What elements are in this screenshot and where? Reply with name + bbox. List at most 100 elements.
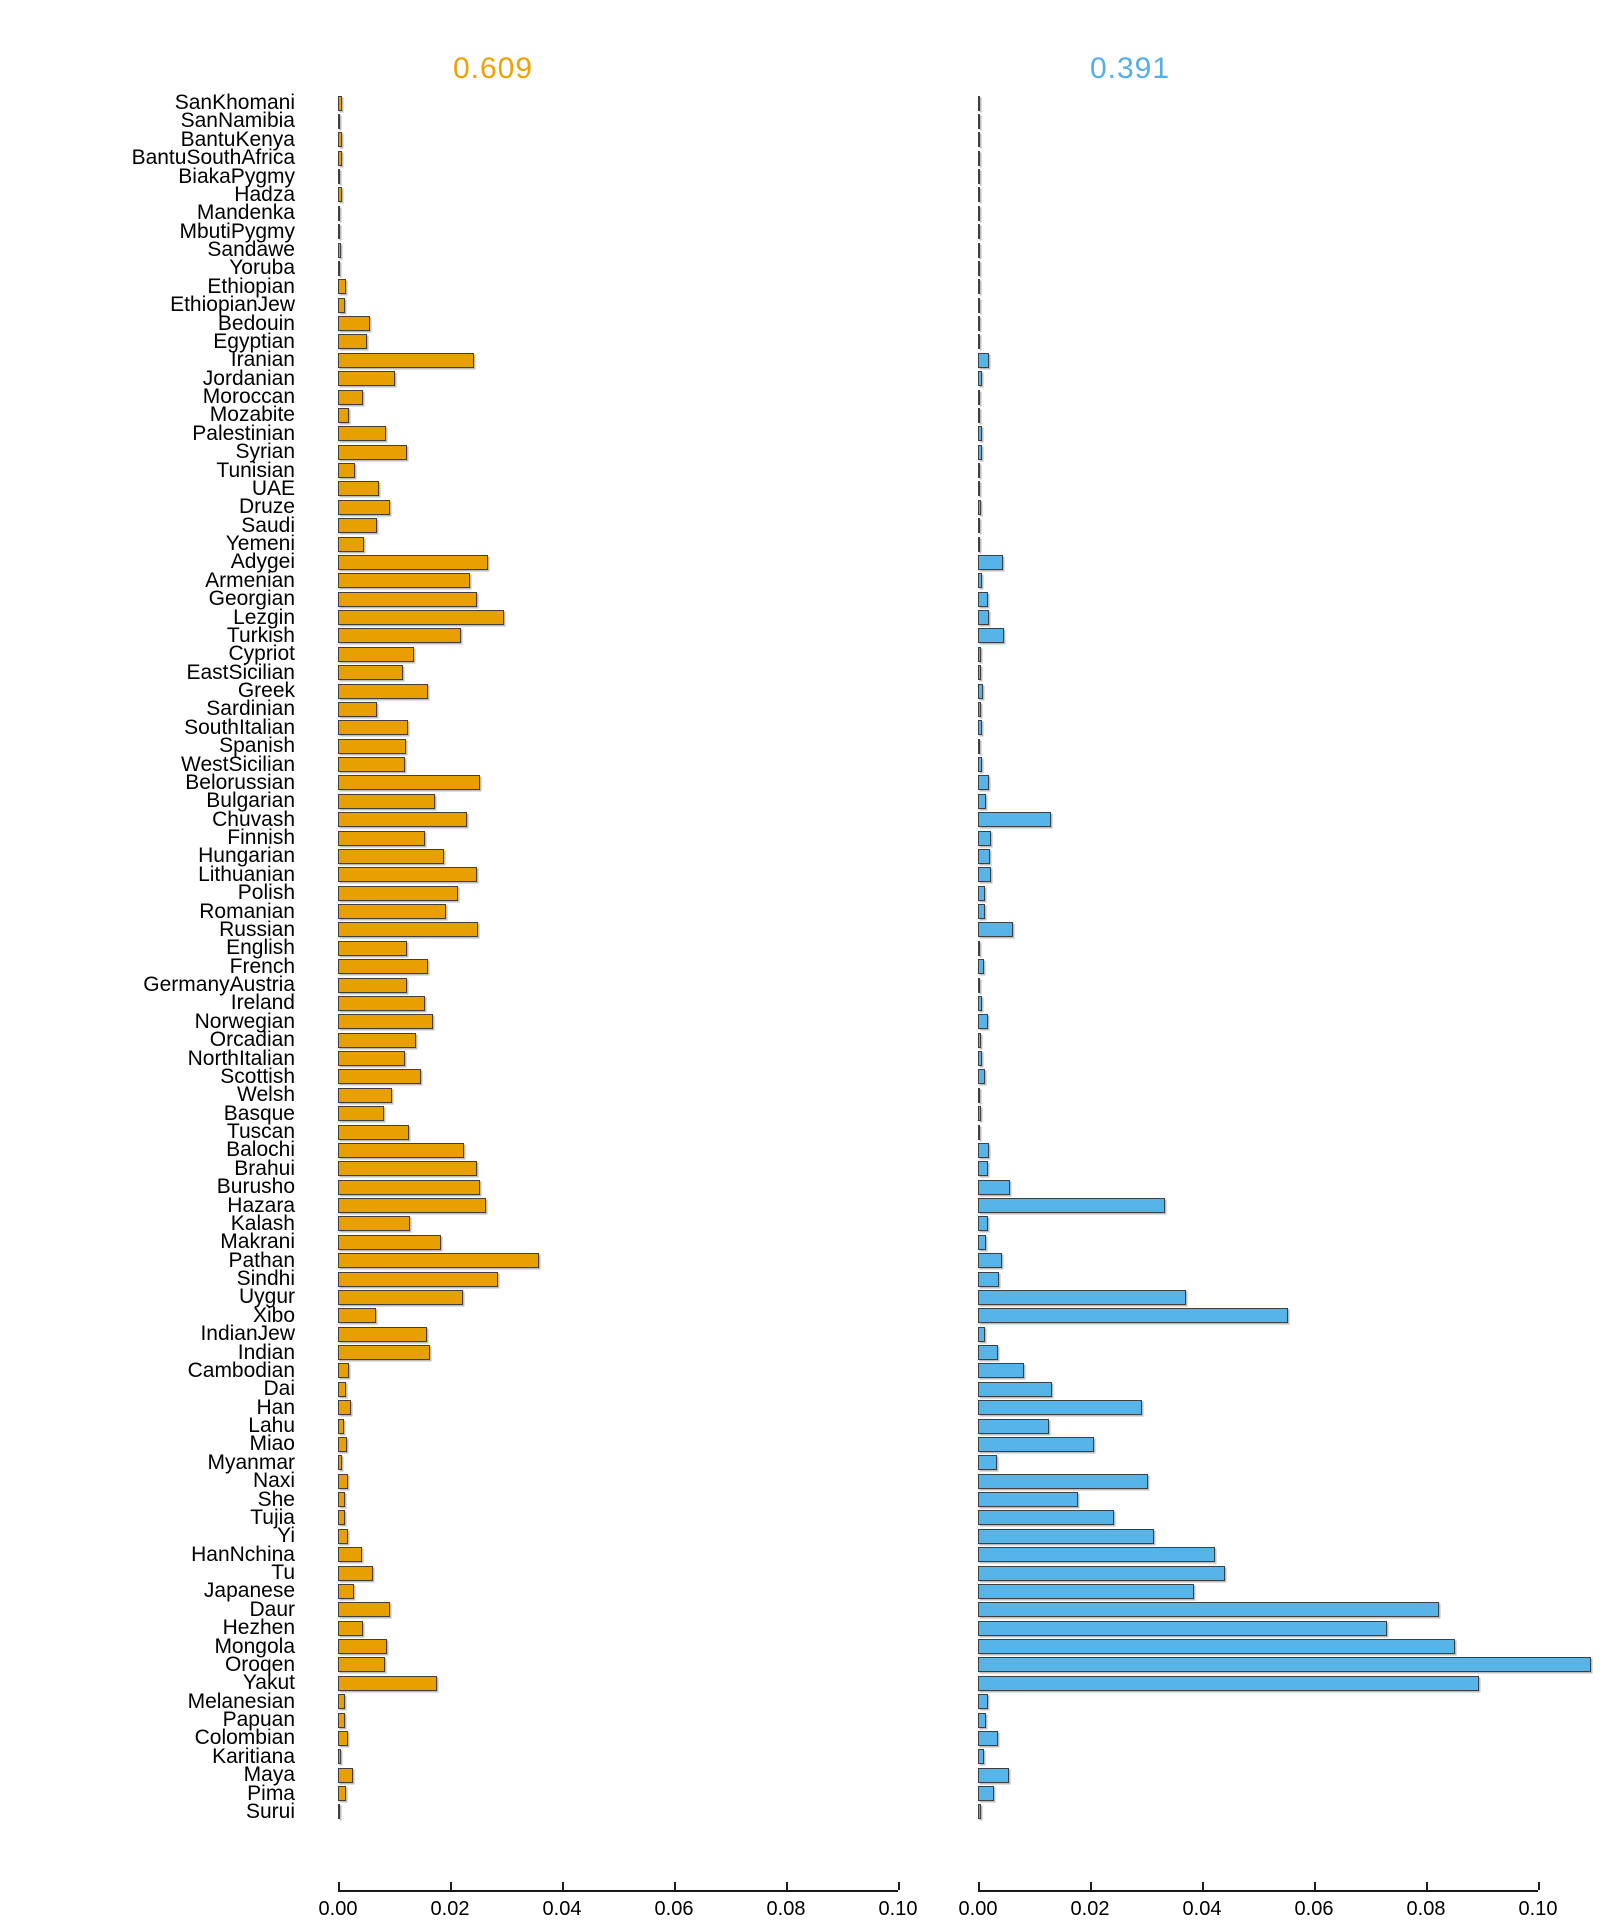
population-label: Saudi — [241, 513, 295, 537]
population-label: Ethiopian — [207, 274, 295, 298]
population-label: Russian — [219, 917, 295, 941]
population-label: Moroccan — [202, 385, 295, 409]
right-panel-bar — [978, 1308, 1288, 1324]
right-panel-bar — [978, 1161, 988, 1177]
left-panel-bar — [338, 757, 406, 773]
population-label: She — [257, 1487, 295, 1511]
left-panel-bar — [338, 554, 489, 570]
population-label: Brahui — [234, 1156, 295, 1180]
right-panel-bar — [978, 922, 1014, 938]
x-axis-tick-label: 0.02 — [430, 1898, 470, 1920]
left-panel-bar — [338, 224, 340, 240]
right-panel-bar — [978, 1179, 1011, 1195]
population-label: Mandenka — [196, 201, 295, 225]
right-panel-bar — [978, 1381, 1053, 1397]
population-label: Hazara — [227, 1193, 295, 1217]
population-label: Papuan — [222, 1708, 295, 1732]
right-panel-bar — [978, 407, 980, 423]
population-label: SanKhomani — [174, 91, 295, 114]
left-panel-bar — [338, 1492, 345, 1508]
right-panel-bar — [978, 1730, 999, 1746]
left-panel-bar — [338, 959, 429, 975]
right-panel-bar — [978, 904, 985, 920]
left-panel-bar — [338, 1142, 464, 1158]
left-panel-bar — [338, 1198, 486, 1214]
right-panel-bar — [978, 463, 980, 479]
left-panel-bar — [338, 977, 407, 993]
left-panel-bar — [338, 1786, 347, 1802]
left-panel-bar — [338, 205, 340, 221]
left-panel-bar — [338, 1528, 348, 1544]
right-panel-bar — [978, 775, 989, 791]
left-panel-bar — [338, 334, 368, 350]
right-panel-bar — [978, 1271, 1000, 1287]
population-label: Hezhen — [222, 1616, 295, 1640]
left-panel-bar — [338, 591, 477, 607]
right-panel-bar — [978, 1473, 1148, 1489]
population-label: Miao — [249, 1432, 295, 1456]
left-panel-bar — [338, 573, 471, 589]
x-axis-tick — [1090, 1882, 1092, 1890]
left-panel-bar — [338, 1216, 411, 1232]
population-label: Karitiana — [212, 1744, 295, 1768]
left-panel-bar — [338, 628, 462, 644]
right-panel-bar — [978, 1620, 1387, 1636]
right-panel-bar — [978, 132, 980, 148]
left-panel-bar — [338, 1032, 416, 1048]
right-panel-bar — [978, 793, 986, 809]
left-panel-bar — [338, 701, 378, 717]
x-axis-tick-label: 0.08 — [766, 1898, 806, 1920]
right-panel-bar — [978, 1786, 994, 1802]
population-label: Kalash — [230, 1211, 295, 1235]
population-label: Makrani — [220, 1230, 295, 1254]
x-axis-tick-label: 0.04 — [542, 1898, 582, 1920]
left-panel-bar — [338, 1326, 428, 1342]
x-axis-tick — [1314, 1882, 1316, 1890]
population-label: Polish — [237, 881, 295, 905]
population-label: Georgian — [208, 587, 295, 611]
right-panel-bar — [978, 260, 980, 276]
population-label: Bulgarian — [206, 789, 295, 813]
population-label: Sandawe — [207, 238, 295, 261]
population-label: Yi — [277, 1524, 295, 1548]
left-panel-bar — [338, 683, 428, 699]
right-panel-bar — [978, 1675, 1480, 1691]
left-panel-bar — [338, 646, 414, 662]
right-panel-bar — [978, 1363, 1025, 1379]
left-panel-bar — [338, 1675, 438, 1691]
left-panel-bar — [338, 389, 364, 405]
right-panel-bar — [978, 242, 980, 258]
population-label: Spanish — [219, 734, 295, 758]
population-label: Hadza — [234, 182, 295, 206]
x-axis-tick — [338, 1882, 340, 1890]
right-panel-bar — [978, 1087, 981, 1103]
right-panel-bar — [978, 665, 981, 681]
right-panel-bar — [978, 1124, 981, 1140]
right-panel-bar — [978, 591, 988, 607]
right-panel-bar — [978, 1492, 1078, 1508]
left-panel-bar — [338, 1510, 346, 1526]
population-label: UAE — [251, 476, 295, 500]
left-panel-bar — [338, 1455, 343, 1471]
right-panel-bar — [978, 95, 980, 111]
x-axis-tick-label: 0.10 — [878, 1898, 918, 1920]
right-panel-bar — [978, 389, 980, 405]
x-axis-tick — [1538, 1882, 1540, 1890]
left-panel-bar — [338, 1289, 464, 1305]
left-panel-bar — [338, 1069, 422, 1085]
population-label: Sindhi — [236, 1267, 295, 1291]
right-panel-bar — [978, 1749, 985, 1765]
left-panel-bar — [338, 242, 341, 258]
right-panel-bar — [978, 1198, 1166, 1214]
right-panel-bar — [978, 1510, 1114, 1526]
right-panel-bar — [978, 830, 992, 846]
left-panel-bar — [338, 1308, 377, 1324]
left-panel-bar — [338, 279, 346, 295]
left-panel-bar — [338, 830, 425, 846]
x-axis-tick-label: 0.06 — [1294, 1898, 1334, 1920]
population-label: Surui — [245, 1799, 295, 1823]
left-panel-bar — [338, 407, 350, 423]
x-axis-tick — [562, 1882, 564, 1890]
right-panel-bar — [978, 1712, 987, 1728]
population-label: Ireland — [230, 991, 295, 1015]
